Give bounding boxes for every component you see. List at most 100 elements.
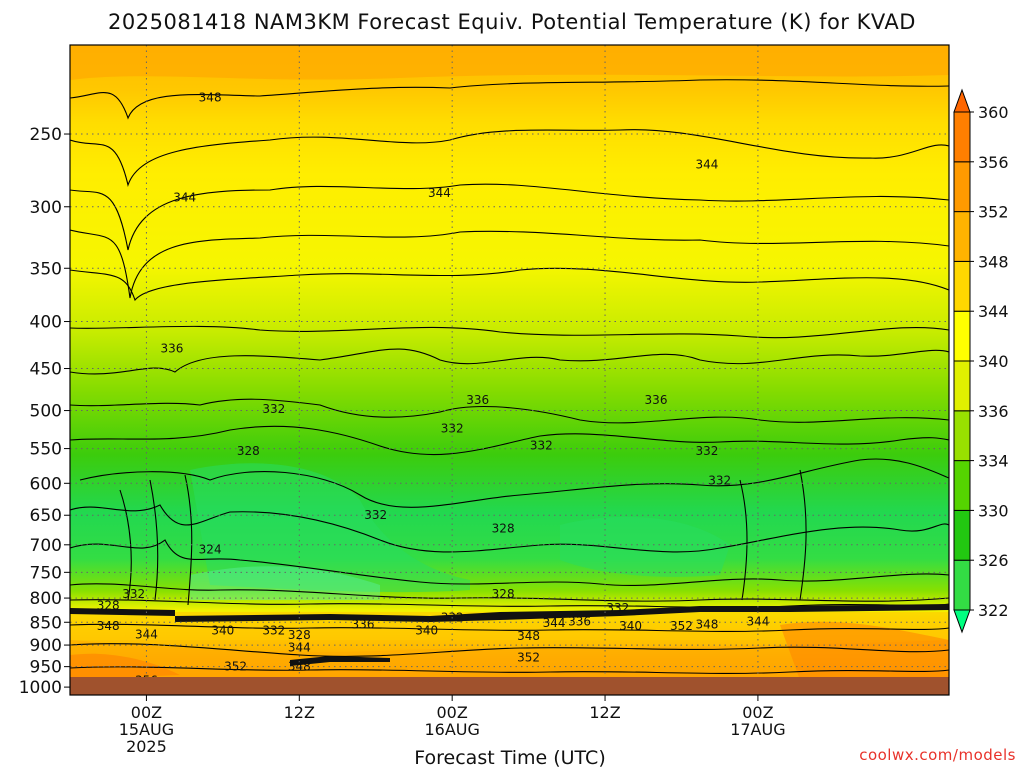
y-tick-label: 550 xyxy=(30,440,62,460)
y-tick-label: 750 xyxy=(30,563,62,583)
y-tick-label: 300 xyxy=(30,198,62,218)
contour-label: 336 xyxy=(352,618,375,632)
y-tick-label: 400 xyxy=(30,313,62,333)
colorbar-segment xyxy=(953,310,971,362)
contour-label: 328 xyxy=(288,628,311,642)
contour-label: 336 xyxy=(160,342,183,356)
contour-label: 332 xyxy=(262,402,285,416)
contour-label: 348 xyxy=(696,618,719,632)
colorbar: 322 326 330 334 336 340 344 348 352 356 360 xyxy=(953,88,1009,634)
colorbar-segment xyxy=(953,360,971,412)
contour-label: 336 xyxy=(645,393,668,407)
x-axis-title: Forecast Time (UTC) xyxy=(414,747,605,768)
colorbar-label: 336 xyxy=(978,402,1009,421)
y-tick-label: 950 xyxy=(30,658,62,678)
contour-label: 328 xyxy=(492,522,515,536)
colorbar-segment xyxy=(953,211,971,262)
y-tick-label: 800 xyxy=(30,589,62,609)
credit-label: coolwx.com/models xyxy=(859,746,1016,764)
y-tick-label: 450 xyxy=(30,360,62,380)
contour-label: 332 xyxy=(364,508,387,522)
contour-label: 352 xyxy=(670,619,693,633)
colorbar-label: 348 xyxy=(978,252,1009,271)
x-tick-label: 15AUG xyxy=(119,720,174,739)
contour-label: 336 xyxy=(568,614,591,628)
x-tick-label: 12Z xyxy=(589,703,620,722)
contour-label: 332 xyxy=(122,587,145,601)
colorbar-label: 330 xyxy=(978,501,1009,520)
chart-title: 2025081418 NAM3KM Forecast Equiv. Potent… xyxy=(108,10,916,34)
contour-label: 332 xyxy=(708,474,731,488)
colorbar-segment xyxy=(953,460,971,511)
contour-label: 332 xyxy=(441,422,464,436)
frontal-zone-band xyxy=(70,604,949,622)
contour-label: 344 xyxy=(543,616,566,630)
contour-label: 332 xyxy=(696,444,719,458)
contour-label: 336 xyxy=(466,393,489,407)
colorbar-label: 360 xyxy=(978,103,1009,122)
colorbar-segment xyxy=(953,260,971,312)
contour-label: 344 xyxy=(746,614,769,628)
colorbar-label: 334 xyxy=(978,452,1009,471)
colorbar-label: 322 xyxy=(978,601,1009,620)
colorbar-label: 352 xyxy=(978,203,1009,222)
colorbar-segment xyxy=(953,509,971,561)
contour-label: 324 xyxy=(199,542,222,556)
ground-surface xyxy=(70,677,949,695)
contour-label: 344 xyxy=(288,640,311,654)
y-tick-label: 500 xyxy=(30,402,62,422)
y-tick-label: 700 xyxy=(30,536,62,556)
contour-label: 328 xyxy=(97,598,120,612)
x-tick-label: 00Z xyxy=(437,703,468,722)
contour-label: 348 xyxy=(288,660,311,674)
x-tick-label: 12Z xyxy=(284,703,315,722)
colorbar-segment xyxy=(953,559,971,611)
contour-label: 332 xyxy=(262,624,285,638)
y-tick-label: 600 xyxy=(30,474,62,494)
contour-label: 348 xyxy=(97,619,120,633)
colorbar-segment xyxy=(953,111,971,163)
contour-label: 332 xyxy=(530,439,553,453)
colorbar-segment xyxy=(953,161,971,213)
colorbar-label: 340 xyxy=(978,352,1009,371)
x-tick-label: 00Z xyxy=(131,703,162,722)
plot-frame xyxy=(69,44,950,696)
y-tick-label: 650 xyxy=(30,506,62,526)
y-tick-label: 1000 xyxy=(19,678,62,698)
contour-label: 328 xyxy=(492,587,515,601)
contour-label: 340 xyxy=(415,624,438,638)
colorbar-arrow-low xyxy=(953,609,971,634)
x-tick-label: 17AUG xyxy=(730,720,785,739)
colorbar-arrow-high xyxy=(953,88,971,113)
contour-label: 340 xyxy=(619,619,642,633)
contour-label: 344 xyxy=(428,186,451,200)
contour-label: 340 xyxy=(211,624,234,638)
contour-label: 332 xyxy=(441,611,464,625)
y-axis: 250 300 350 400 450 500 550 600 650 700 750 800 850 9… xyxy=(19,125,70,698)
x-tick-label: 2025 xyxy=(126,737,167,756)
contour-label: 352 xyxy=(224,660,247,674)
colorbar-label: 344 xyxy=(978,302,1009,321)
contour-label: 344 xyxy=(173,190,196,204)
contour-label: 348 xyxy=(199,90,222,104)
y-tick-label: 850 xyxy=(30,613,62,633)
contour-label: 344 xyxy=(696,158,719,172)
x-tick-label: 00Z xyxy=(742,703,773,722)
y-tick-label: 350 xyxy=(30,259,62,279)
contour-lines xyxy=(70,79,949,674)
low-level-band xyxy=(290,656,390,666)
contour-label: 348 xyxy=(517,629,540,643)
contour-label: 344 xyxy=(135,627,158,641)
contour-label: 328 xyxy=(237,444,260,458)
contour-label: 352 xyxy=(517,650,540,664)
y-tick-label: 900 xyxy=(30,636,62,656)
x-tick-label: 16AUG xyxy=(424,720,479,739)
y-tick-label: 250 xyxy=(30,125,62,145)
colorbar-label: 356 xyxy=(978,153,1009,172)
colorbar-segment xyxy=(953,410,971,462)
colorbar-label: 326 xyxy=(978,551,1009,570)
